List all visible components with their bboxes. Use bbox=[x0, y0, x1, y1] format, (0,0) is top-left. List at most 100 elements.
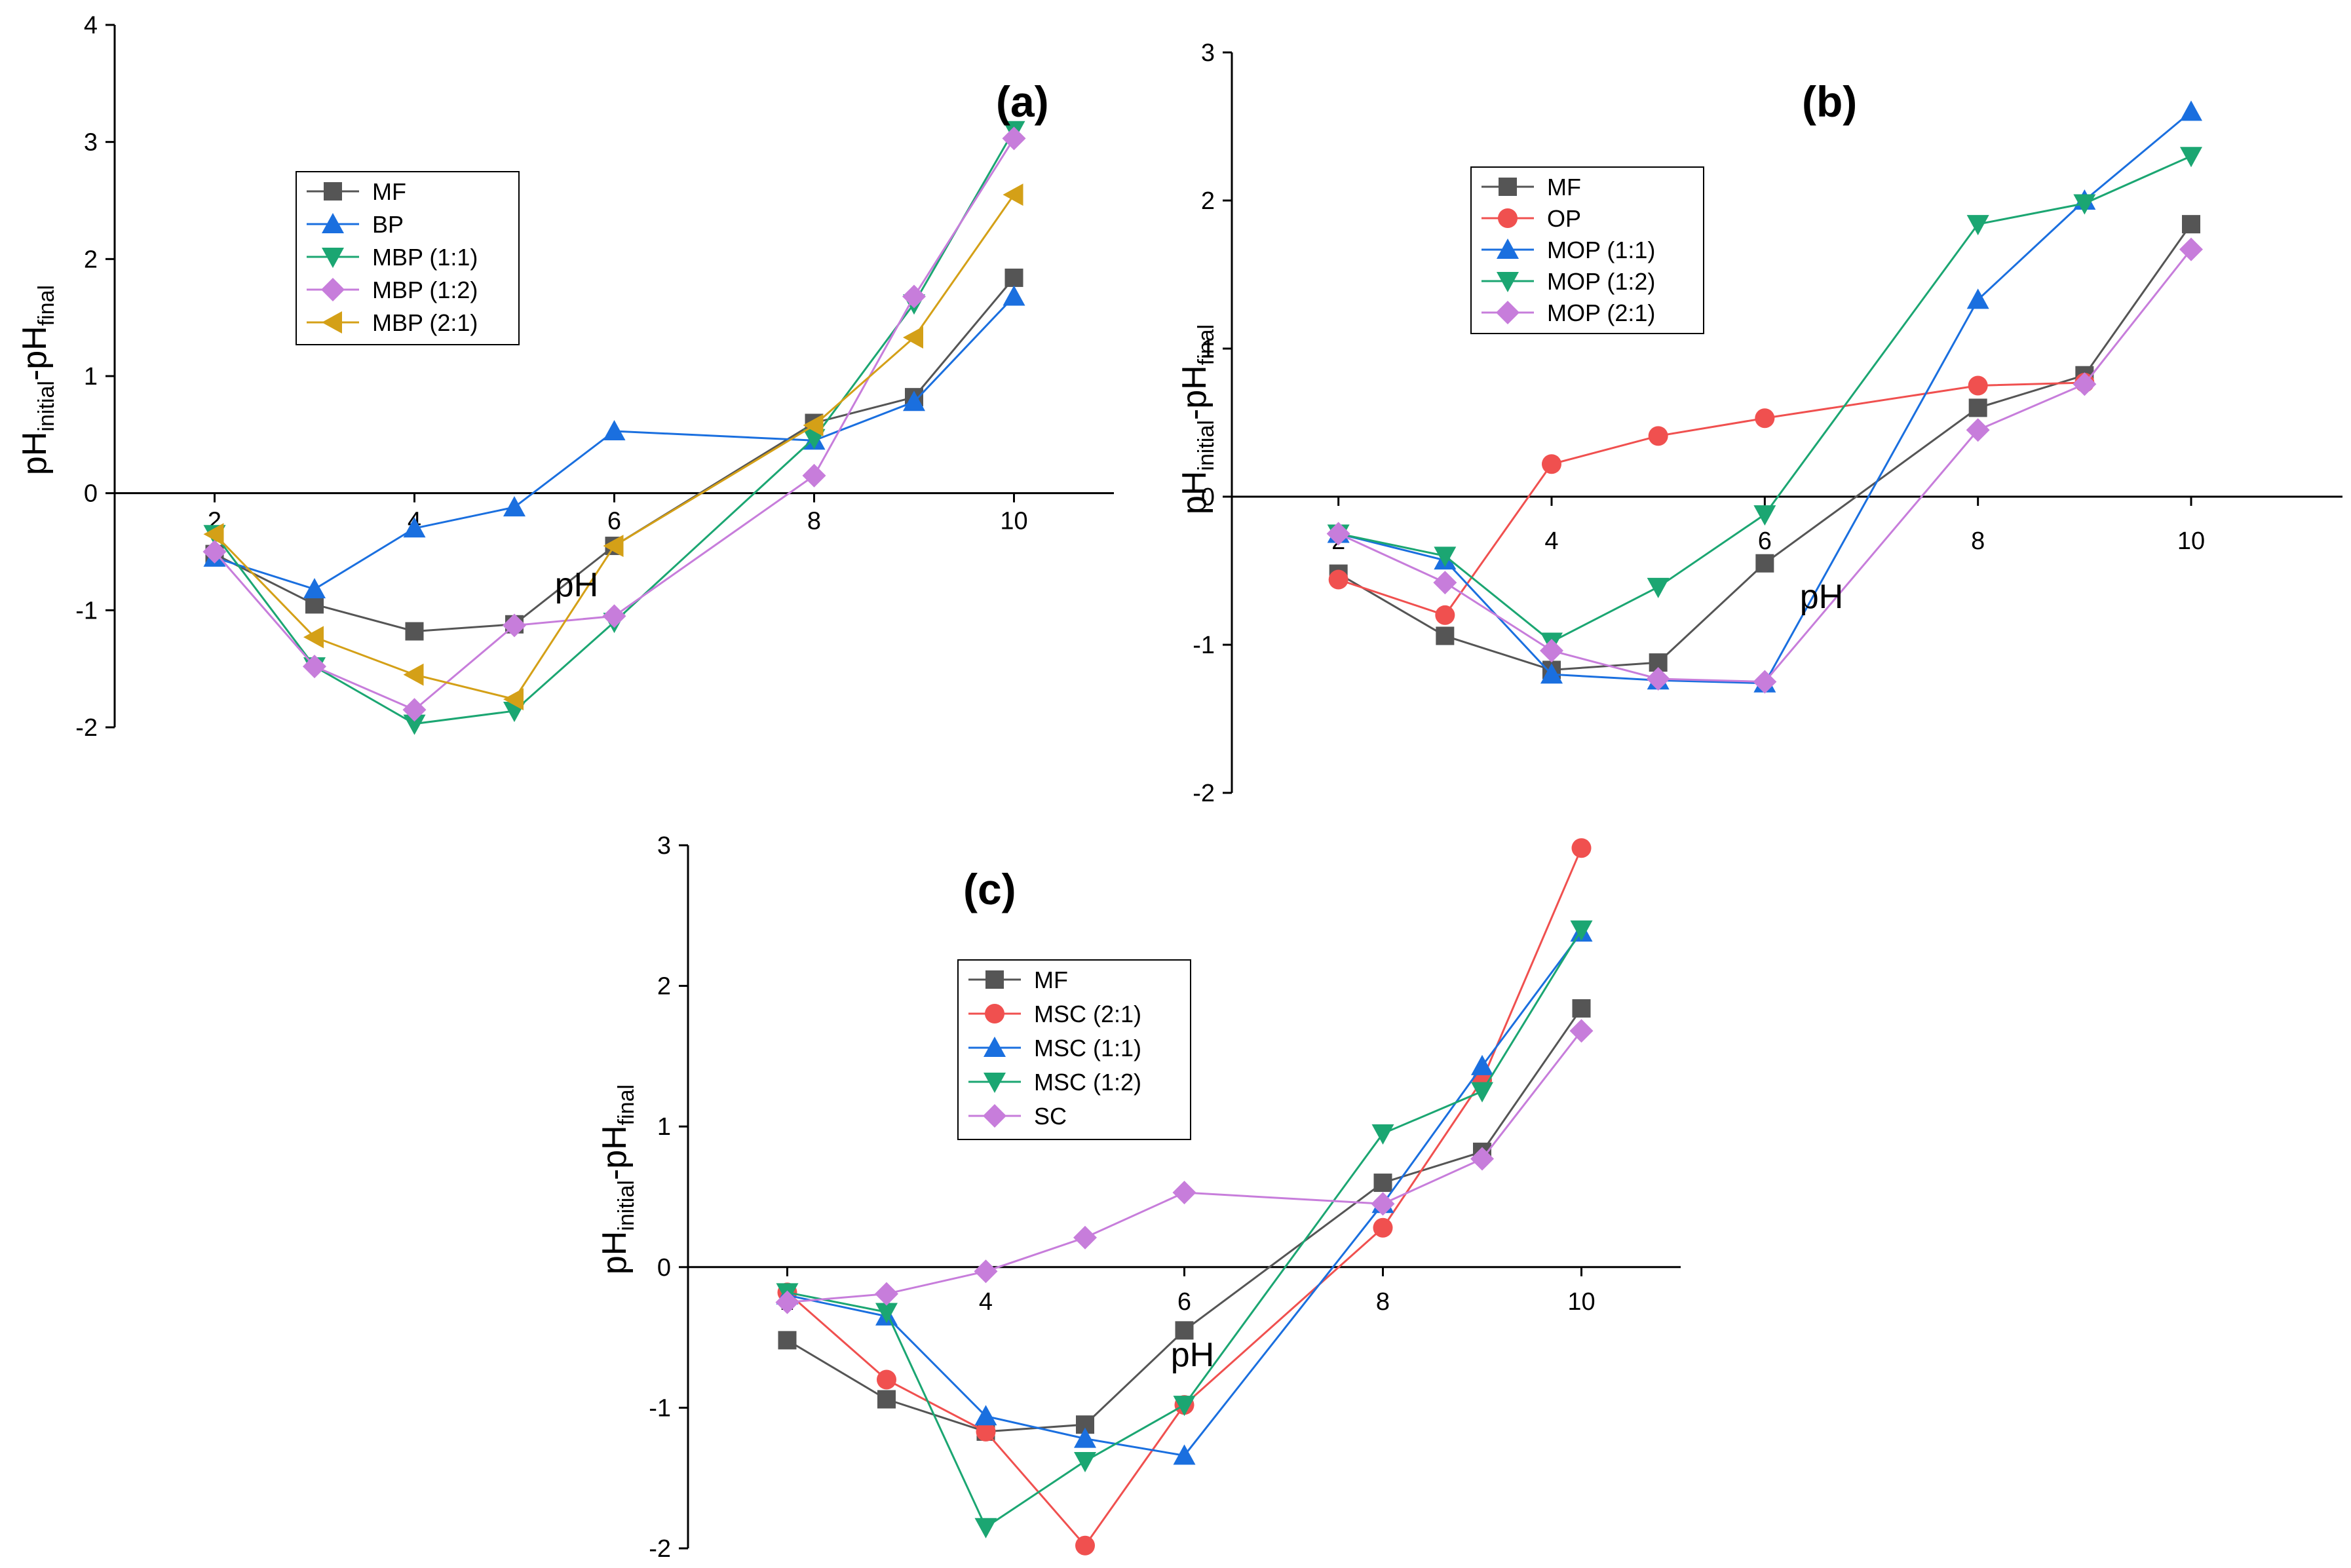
b-legend-mop-1-1-label: MOP (1:1) bbox=[1547, 237, 1655, 263]
a-mbp-1-2-point bbox=[402, 698, 427, 722]
a-panel-label: (a) bbox=[996, 77, 1049, 126]
panel-c-chart: -2-10123246810(c)pHpHinitial-pHfinalMFMS… bbox=[596, 832, 1681, 1563]
a-mbp-1-2-point bbox=[602, 604, 626, 628]
b-x-axis-title: pH bbox=[1800, 578, 1843, 616]
b-legend-mop-1-2-label: MOP (1:2) bbox=[1547, 268, 1655, 295]
b-mf-point bbox=[1436, 626, 1455, 645]
c-sc-point bbox=[1371, 1192, 1395, 1216]
c-sc-point bbox=[974, 1259, 998, 1284]
c-sc-point bbox=[1470, 1147, 1494, 1171]
b-mop-1-1-point bbox=[1540, 663, 1563, 684]
b-y-tick-label: 1 bbox=[1201, 335, 1215, 363]
c-x-tick-label: 10 bbox=[1567, 1288, 1595, 1316]
b-mop-2-1-point bbox=[2073, 372, 2097, 396]
c-msc-1-1-point bbox=[974, 1405, 997, 1426]
c-x-tick-label: 4 bbox=[979, 1288, 993, 1316]
a-mf-point bbox=[405, 622, 424, 641]
a-mbp-2-1-point bbox=[903, 326, 923, 349]
b-mop-2-1-point bbox=[1966, 418, 1990, 442]
c-msc-2-1-point bbox=[1075, 1535, 1095, 1556]
a-mbp-2-1-point bbox=[203, 523, 224, 546]
a-mbp-1-1-point bbox=[403, 714, 426, 735]
b-op-point bbox=[1542, 454, 1561, 474]
b-y-axis-title: pHinitial-pHfinal bbox=[1176, 324, 1219, 514]
c-msc-1-1-point bbox=[1173, 1444, 1196, 1465]
c-msc-2-1-point bbox=[976, 1421, 996, 1442]
b-x-tick-label: 10 bbox=[2177, 527, 2205, 555]
a-mbp-1-2-point bbox=[503, 613, 526, 638]
c-y-tick-label: 1 bbox=[657, 1113, 671, 1141]
c-msc-1-1-point bbox=[1471, 1054, 1493, 1075]
c-mf-point bbox=[877, 1390, 896, 1409]
b-mop-2-1-point bbox=[1646, 666, 1670, 691]
c-msc-1-1-point bbox=[1074, 1427, 1096, 1448]
c-legend-msc-1-1-swatch-marker bbox=[984, 1037, 1006, 1057]
b-legend-op-swatch-marker bbox=[1498, 208, 1518, 228]
b-mf-point bbox=[1968, 398, 1987, 417]
a-mbp-2-1-point bbox=[1003, 183, 1023, 206]
a-bp-line bbox=[214, 296, 1015, 590]
c-panel-label: (c) bbox=[963, 865, 1016, 913]
a-bp-point bbox=[1003, 285, 1025, 306]
a-mbp-2-1-point bbox=[603, 535, 624, 558]
a-y-axis-title: pHinitial-pHfinal bbox=[16, 285, 59, 475]
c-legend-msc-1-2-swatch-marker bbox=[984, 1073, 1006, 1093]
c-msc-1-2-point bbox=[1371, 1124, 1394, 1145]
a-legend-mbp-1-1-swatch-marker bbox=[322, 248, 344, 268]
a-legend-bp-label: BP bbox=[372, 211, 404, 238]
b-op-point bbox=[1328, 569, 1348, 590]
c-y-tick-label: 3 bbox=[657, 832, 671, 860]
c-x-tick-label: 8 bbox=[1376, 1288, 1390, 1316]
c-y-tick-label: 2 bbox=[657, 973, 671, 1001]
c-msc-1-2-point bbox=[1471, 1082, 1493, 1103]
a-y-tick-label: 0 bbox=[84, 480, 98, 508]
c-msc-1-2-point bbox=[1074, 1451, 1096, 1472]
b-op-point bbox=[1755, 408, 1775, 429]
a-legend-mbp-2-1-swatch-marker bbox=[322, 311, 342, 334]
a-legend-mbp-1-2-label: MBP (1:2) bbox=[372, 277, 478, 303]
b-y-tick-label: 3 bbox=[1201, 39, 1215, 67]
b-mop-1-2-point bbox=[1966, 215, 1989, 236]
a-mf-line bbox=[214, 277, 1015, 633]
a-legend-mbp-2-1-label: MBP (2:1) bbox=[372, 309, 478, 336]
b-x-tick-label: 4 bbox=[1544, 527, 1558, 555]
a-mbp-1-2-point bbox=[303, 655, 326, 679]
c-x-tick-label: 6 bbox=[1177, 1288, 1191, 1316]
c-legend-mf-label: MF bbox=[1034, 966, 1068, 993]
c-msc-2-1-point bbox=[1373, 1217, 1393, 1238]
c-msc-1-2-point bbox=[974, 1518, 997, 1539]
c-mf-point bbox=[778, 1331, 797, 1350]
b-op-point bbox=[1968, 375, 1988, 396]
c-msc-1-2-point bbox=[1570, 920, 1593, 941]
c-msc-1-2-line bbox=[787, 928, 1582, 1529]
a-bp-point bbox=[303, 578, 326, 599]
b-y-tick-label: 2 bbox=[1201, 187, 1215, 215]
a-mbp-2-1-point bbox=[403, 663, 424, 686]
a-y-tick-label: 3 bbox=[84, 129, 98, 157]
b-mop-1-2-point bbox=[1753, 505, 1776, 526]
b-legend-mf-swatch-marker bbox=[1499, 178, 1517, 196]
c-msc-1-2-point bbox=[875, 1303, 898, 1324]
c-msc-1-2-point bbox=[1173, 1396, 1196, 1417]
a-x-tick-label: 6 bbox=[607, 508, 621, 535]
a-mbp-1-2-point bbox=[202, 540, 227, 564]
c-sc-point bbox=[1172, 1181, 1196, 1205]
a-y-tick-label: 1 bbox=[84, 363, 98, 391]
c-y-axis-title: pHinitial-pHfinal bbox=[596, 1084, 639, 1274]
b-mop-1-1-line bbox=[1338, 111, 2192, 685]
c-sc-line bbox=[787, 1030, 1582, 1303]
b-mop-1-2-point bbox=[1647, 577, 1670, 598]
a-legend-mf-swatch-marker bbox=[324, 182, 342, 201]
c-legend-sc-swatch-marker bbox=[983, 1104, 1006, 1128]
b-mop-2-1-point bbox=[1326, 522, 1350, 546]
c-mf-point bbox=[1175, 1321, 1194, 1340]
c-legend-sc-label: SC bbox=[1034, 1103, 1067, 1130]
c-legend-msc-1-1-label: MSC (1:1) bbox=[1034, 1035, 1141, 1061]
a-mbp-2-1-line bbox=[214, 194, 1015, 700]
c-msc-1-1-line bbox=[787, 932, 1582, 1457]
b-mop-2-1-point bbox=[1540, 639, 1563, 663]
b-legend-mop-2-1-label: MOP (2:1) bbox=[1547, 299, 1655, 326]
c-sc-point bbox=[1073, 1225, 1097, 1250]
a-legend-mbp-1-2-swatch-marker bbox=[321, 278, 345, 301]
b-legend-mop-1-2-swatch-marker bbox=[1497, 272, 1519, 292]
